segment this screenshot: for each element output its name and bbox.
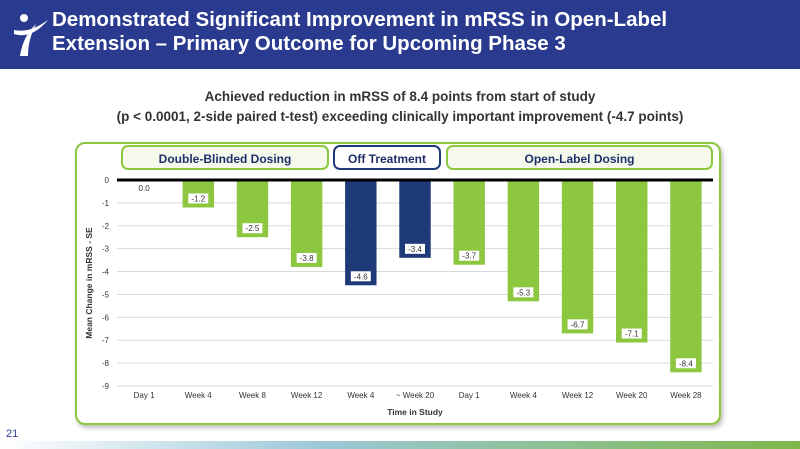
x-tick-label: Week 8 [239, 391, 267, 400]
y-tick-label: -1 [102, 199, 110, 208]
bar [616, 180, 648, 343]
slide-title: Demonstrated Significant Improvement in … [52, 8, 792, 56]
data-label: -8.4 [679, 359, 693, 368]
data-label: -6.7 [571, 320, 585, 329]
data-label-box [621, 328, 642, 339]
company-logo-icon [14, 14, 48, 56]
slide-title-line-1: Demonstrated Significant Improvement in … [52, 8, 668, 31]
x-tick-label: ~ Week 20 [396, 391, 435, 400]
data-label-box [296, 252, 317, 263]
data-label: -3.4 [408, 245, 422, 254]
double-blinded-dosing-label: Double-Blinded Dosing [121, 145, 329, 170]
x-tick-label: Week 4 [510, 391, 538, 400]
off-treatment-label: Off Treatment [333, 145, 441, 170]
data-label-box [513, 287, 534, 298]
x-tick-label: Week 4 [185, 391, 213, 400]
data-label-box [567, 319, 588, 330]
data-label: -3.8 [300, 254, 314, 263]
x-tick-label: Week 20 [616, 391, 648, 400]
y-tick-label: -9 [102, 382, 110, 391]
y-tick-label: -4 [102, 268, 110, 277]
data-label-box [405, 243, 425, 254]
x-tick-label: Week 12 [562, 391, 594, 400]
x-tick-label: Day 1 [459, 391, 480, 400]
data-label-box [350, 271, 371, 282]
footer-gradient-bar [0, 441, 800, 449]
bar [507, 180, 540, 302]
y-tick-label: -5 [102, 290, 110, 299]
slide-subtitle: Achieved reduction in mRSS of 8.4 points… [0, 87, 800, 127]
bar [561, 180, 594, 334]
page-number: 21 [6, 428, 19, 440]
data-label: -5.3 [516, 288, 530, 297]
data-label: -4.6 [354, 272, 368, 281]
bar [453, 180, 485, 265]
x-axis-title: Time in Study [387, 407, 443, 417]
y-tick-label: -8 [102, 359, 110, 368]
y-tick-label: -2 [102, 222, 110, 231]
data-label-box [242, 223, 263, 234]
x-tick-label: Week 12 [291, 391, 323, 400]
data-label-box [675, 358, 696, 369]
open-label-dosing-label: Open-Label Dosing [446, 145, 713, 170]
y-tick-label: -3 [102, 245, 110, 254]
bar [290, 180, 323, 267]
subtitle-line-2: (p < 0.0001, 2-side paired t-test) excee… [116, 109, 684, 124]
y-tick-label: 0 [105, 176, 110, 185]
data-label-box [188, 193, 209, 204]
x-tick-label: Day 1 [134, 391, 155, 400]
y-axis-title: Mean Change in mRSS - SE [84, 227, 94, 339]
subtitle-line-1: Achieved reduction in mRSS of 8.4 points… [204, 89, 596, 104]
data-label: -7.1 [625, 330, 639, 339]
slide-header: Demonstrated Significant Improvement in … [0, 0, 800, 69]
bar [670, 180, 702, 373]
data-label: 0.0 [139, 184, 151, 193]
data-label-box [459, 250, 480, 261]
bar [345, 180, 377, 286]
data-label: -2.5 [246, 224, 260, 233]
slide-title-line-2: Extension – Primary Outcome for Upcoming… [52, 32, 566, 55]
y-tick-label: -6 [102, 313, 110, 322]
y-tick-label: -7 [102, 336, 110, 345]
data-label: -3.7 [462, 252, 476, 261]
data-label: -1.2 [191, 194, 205, 203]
x-tick-label: Week 28 [670, 391, 702, 400]
x-tick-label: Week 4 [347, 391, 375, 400]
